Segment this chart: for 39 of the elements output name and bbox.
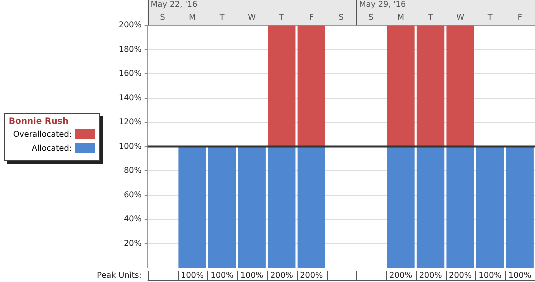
x-tick-label: W (456, 12, 465, 22)
y-tick-label: 140% (118, 93, 142, 102)
total-label: 100% (210, 271, 234, 280)
text: Peak Units: (97, 271, 142, 280)
text: May 22, '16 (150, 0, 198, 10)
text: May 29, '16 (359, 0, 406, 10)
legend-label: Overallocated: (13, 130, 72, 138)
y-tick-label: 200% (118, 20, 142, 30)
x-tick-label: F (518, 12, 523, 22)
total-label: 200% (270, 271, 294, 280)
total-label: 100% (240, 271, 264, 280)
x-tick-label: T (278, 12, 284, 22)
x-tick-label: S (160, 12, 166, 22)
y-tick-label: 100% (118, 142, 142, 151)
total-label: 200% (390, 271, 413, 280)
total-label: 200% (300, 271, 324, 280)
legend-title: Bonnie Rush (9, 117, 70, 127)
y-tick-label: 20% (124, 238, 142, 248)
y-tick-label: 180% (118, 44, 142, 54)
x-tick-label: T (486, 12, 493, 22)
total-label: 200% (449, 271, 472, 280)
x-tick-label: S (338, 12, 344, 22)
y-tick-label: 160% (118, 69, 142, 78)
y-tick-label: 80% (124, 166, 142, 176)
x-tick-label: F (309, 12, 314, 22)
y-tick-label: 40% (124, 214, 142, 224)
x-tick-label: W (248, 12, 256, 22)
y-tick-label: 60% (124, 190, 142, 200)
x-tick-label: M (398, 12, 405, 22)
legend-label: Allocated: (32, 144, 72, 152)
total-label: 100% (508, 271, 532, 280)
y-tick-label: 120% (118, 118, 142, 127)
x-tick-label: S (368, 12, 374, 22)
total-label: 100% (478, 271, 502, 280)
x-tick-label: T (427, 12, 434, 22)
x-tick-label: M (189, 12, 196, 22)
x-tick-label: T (218, 12, 225, 22)
total-label: 200% (419, 271, 443, 280)
total-label: 100% (181, 271, 204, 280)
